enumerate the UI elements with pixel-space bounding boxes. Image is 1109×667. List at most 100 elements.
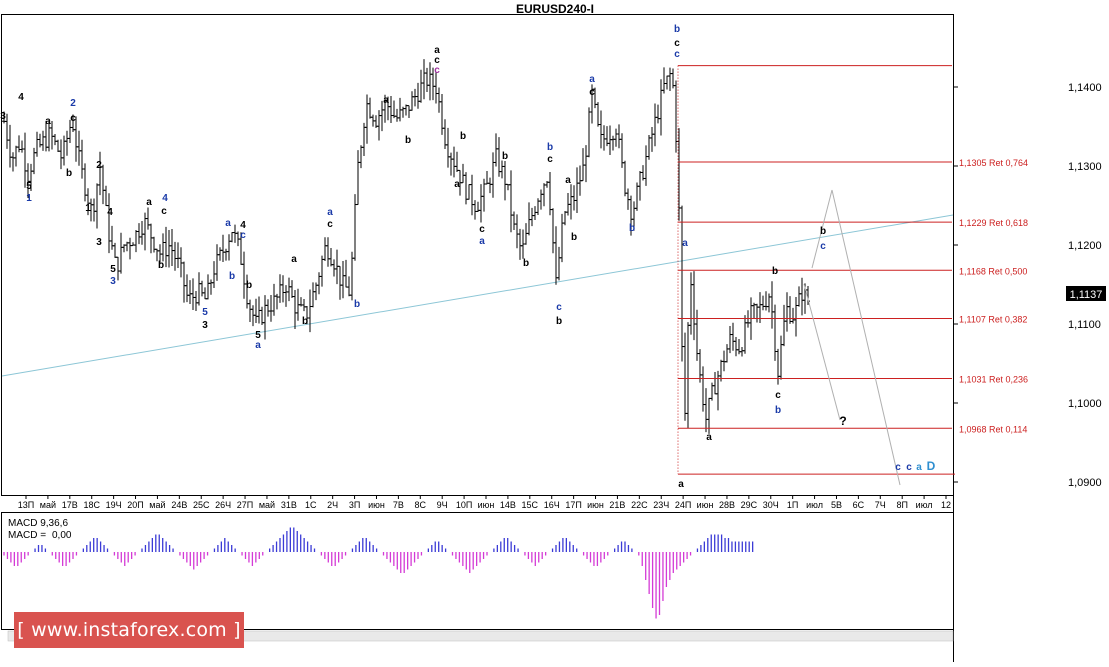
wave-label: b <box>502 151 508 162</box>
wave-label: a <box>479 236 485 247</box>
time-tick-label: 22С <box>631 500 648 510</box>
wave-label: b <box>405 135 411 146</box>
time-tick-label: июн <box>368 500 385 510</box>
time-tick-label: май <box>40 500 56 510</box>
fib-level-label: 1,1031 Ret 0,236 <box>959 375 1028 385</box>
price-tick-label: 1,1400 <box>1068 82 1102 94</box>
time-tick-label: 28В <box>719 500 735 510</box>
projection-path-1 <box>803 283 841 421</box>
time-tick-label: 24П <box>675 500 691 510</box>
time-tick-label: июл <box>806 500 823 510</box>
fib-level-label: 1,1229 Ret 0,618 <box>959 218 1028 228</box>
time-tick-label: 25С <box>193 500 210 510</box>
wave-label: b <box>674 24 680 35</box>
wave-label: c <box>895 462 901 473</box>
projection-path-2a <box>811 189 833 269</box>
time-tick-label: май <box>149 500 165 510</box>
instaforex-watermark: [ www.instaforex.com ] <box>14 612 244 648</box>
main-plot-frame <box>1 14 954 496</box>
time-tick-label: июн <box>697 500 714 510</box>
time-tick-label: 8П <box>896 500 907 510</box>
wave-label: a <box>565 175 571 186</box>
wave-label: 4 <box>240 220 246 231</box>
time-tick-label: 31В <box>281 500 297 510</box>
time-tick-label: 1С <box>305 500 317 510</box>
time-tick-label: 2Ч <box>327 500 338 510</box>
wave-label: 5 <box>202 307 208 318</box>
time-tick-label: июн <box>478 500 495 510</box>
wave-label: b <box>571 232 577 243</box>
wave-label: b <box>302 316 308 327</box>
macd-histogram <box>3 527 754 619</box>
price-axis: 1,1400 1,1300 1,1200 1,1100 1,1000 1,0900 <box>953 82 1102 489</box>
time-tick-label: 10П <box>456 500 472 510</box>
time-tick-label: 3П <box>349 500 360 510</box>
macd-value: 0,00 <box>52 530 72 541</box>
chart-title: EURUSD240-I <box>516 2 594 16</box>
wave-label: b <box>354 299 360 310</box>
wave-label: c <box>547 154 553 165</box>
wave-label: 2 <box>96 160 102 171</box>
wave-label: 3 <box>110 276 116 287</box>
lower-scroll-strip[interactable] <box>7 630 954 642</box>
wave-label: b <box>523 258 529 269</box>
fib-level-label: 1,1168 Ret 0,500 <box>959 266 1027 276</box>
price-tick-label: 1,1000 <box>1068 398 1102 410</box>
time-tick-label: 17В <box>62 500 78 510</box>
time-tick-label: 9Ч <box>437 500 448 510</box>
macd-value-prefix: MACD = <box>8 530 46 541</box>
wave-label: c <box>327 219 333 230</box>
wave-label: a <box>678 479 684 490</box>
wave-label: 4 <box>162 193 168 204</box>
wave-label: 3 <box>96 237 102 248</box>
wave-label: c <box>775 390 781 401</box>
projection-lines <box>803 189 901 486</box>
wave-label: 5 <box>26 181 32 192</box>
wave-label: c <box>161 206 167 217</box>
wave-label: b <box>229 271 235 282</box>
wave-label: 3 <box>0 111 6 122</box>
wave-label: c <box>240 230 246 241</box>
wave-label: a <box>454 179 460 190</box>
price-bars <box>2 59 810 434</box>
macd-plot-frame <box>1 512 954 630</box>
wave-label: a <box>706 432 712 443</box>
time-tick-label: 30Ч <box>763 500 779 510</box>
time-tick-label: 17П <box>565 500 581 510</box>
wave-label: 1 <box>85 203 91 214</box>
projection-path-2b <box>831 189 901 486</box>
wave-label: 5 <box>110 264 116 275</box>
time-tick-label: 7Ч <box>875 500 886 510</box>
wave-label: c <box>70 113 76 124</box>
wave-label: b <box>158 260 164 271</box>
time-tick-label: 6С <box>853 500 865 510</box>
wave-label: a <box>45 116 51 127</box>
wave-label: a <box>589 74 595 85</box>
time-tick-label: 14В <box>500 500 516 510</box>
wave-label: 1 <box>26 193 32 204</box>
time-tick-label: 24В <box>171 500 187 510</box>
time-tick-label: 8С <box>415 500 427 510</box>
wave-label: a <box>682 238 688 249</box>
time-tick-label: 16Ч <box>544 500 560 510</box>
wave-label: 2 <box>70 98 76 109</box>
wave-label: b <box>820 226 826 237</box>
time-tick-label: май <box>259 500 275 510</box>
wave-label: c <box>434 55 440 66</box>
price-tick-label: 1,1300 <box>1068 161 1102 173</box>
wave-label: 4 <box>107 207 113 218</box>
trend-line <box>1 214 954 377</box>
wave-label: a <box>291 254 297 265</box>
wave-label: c <box>820 241 826 252</box>
wave-label: b <box>629 223 635 234</box>
time-tick-label: 29С <box>741 500 758 510</box>
wave-label: c <box>434 65 440 76</box>
wave-label: c <box>906 462 912 473</box>
wave-label: a <box>255 340 261 351</box>
current-price-label: 1,1137 <box>1070 289 1103 301</box>
wave-label: b <box>556 316 562 327</box>
time-tick-label: 5В <box>831 500 842 510</box>
